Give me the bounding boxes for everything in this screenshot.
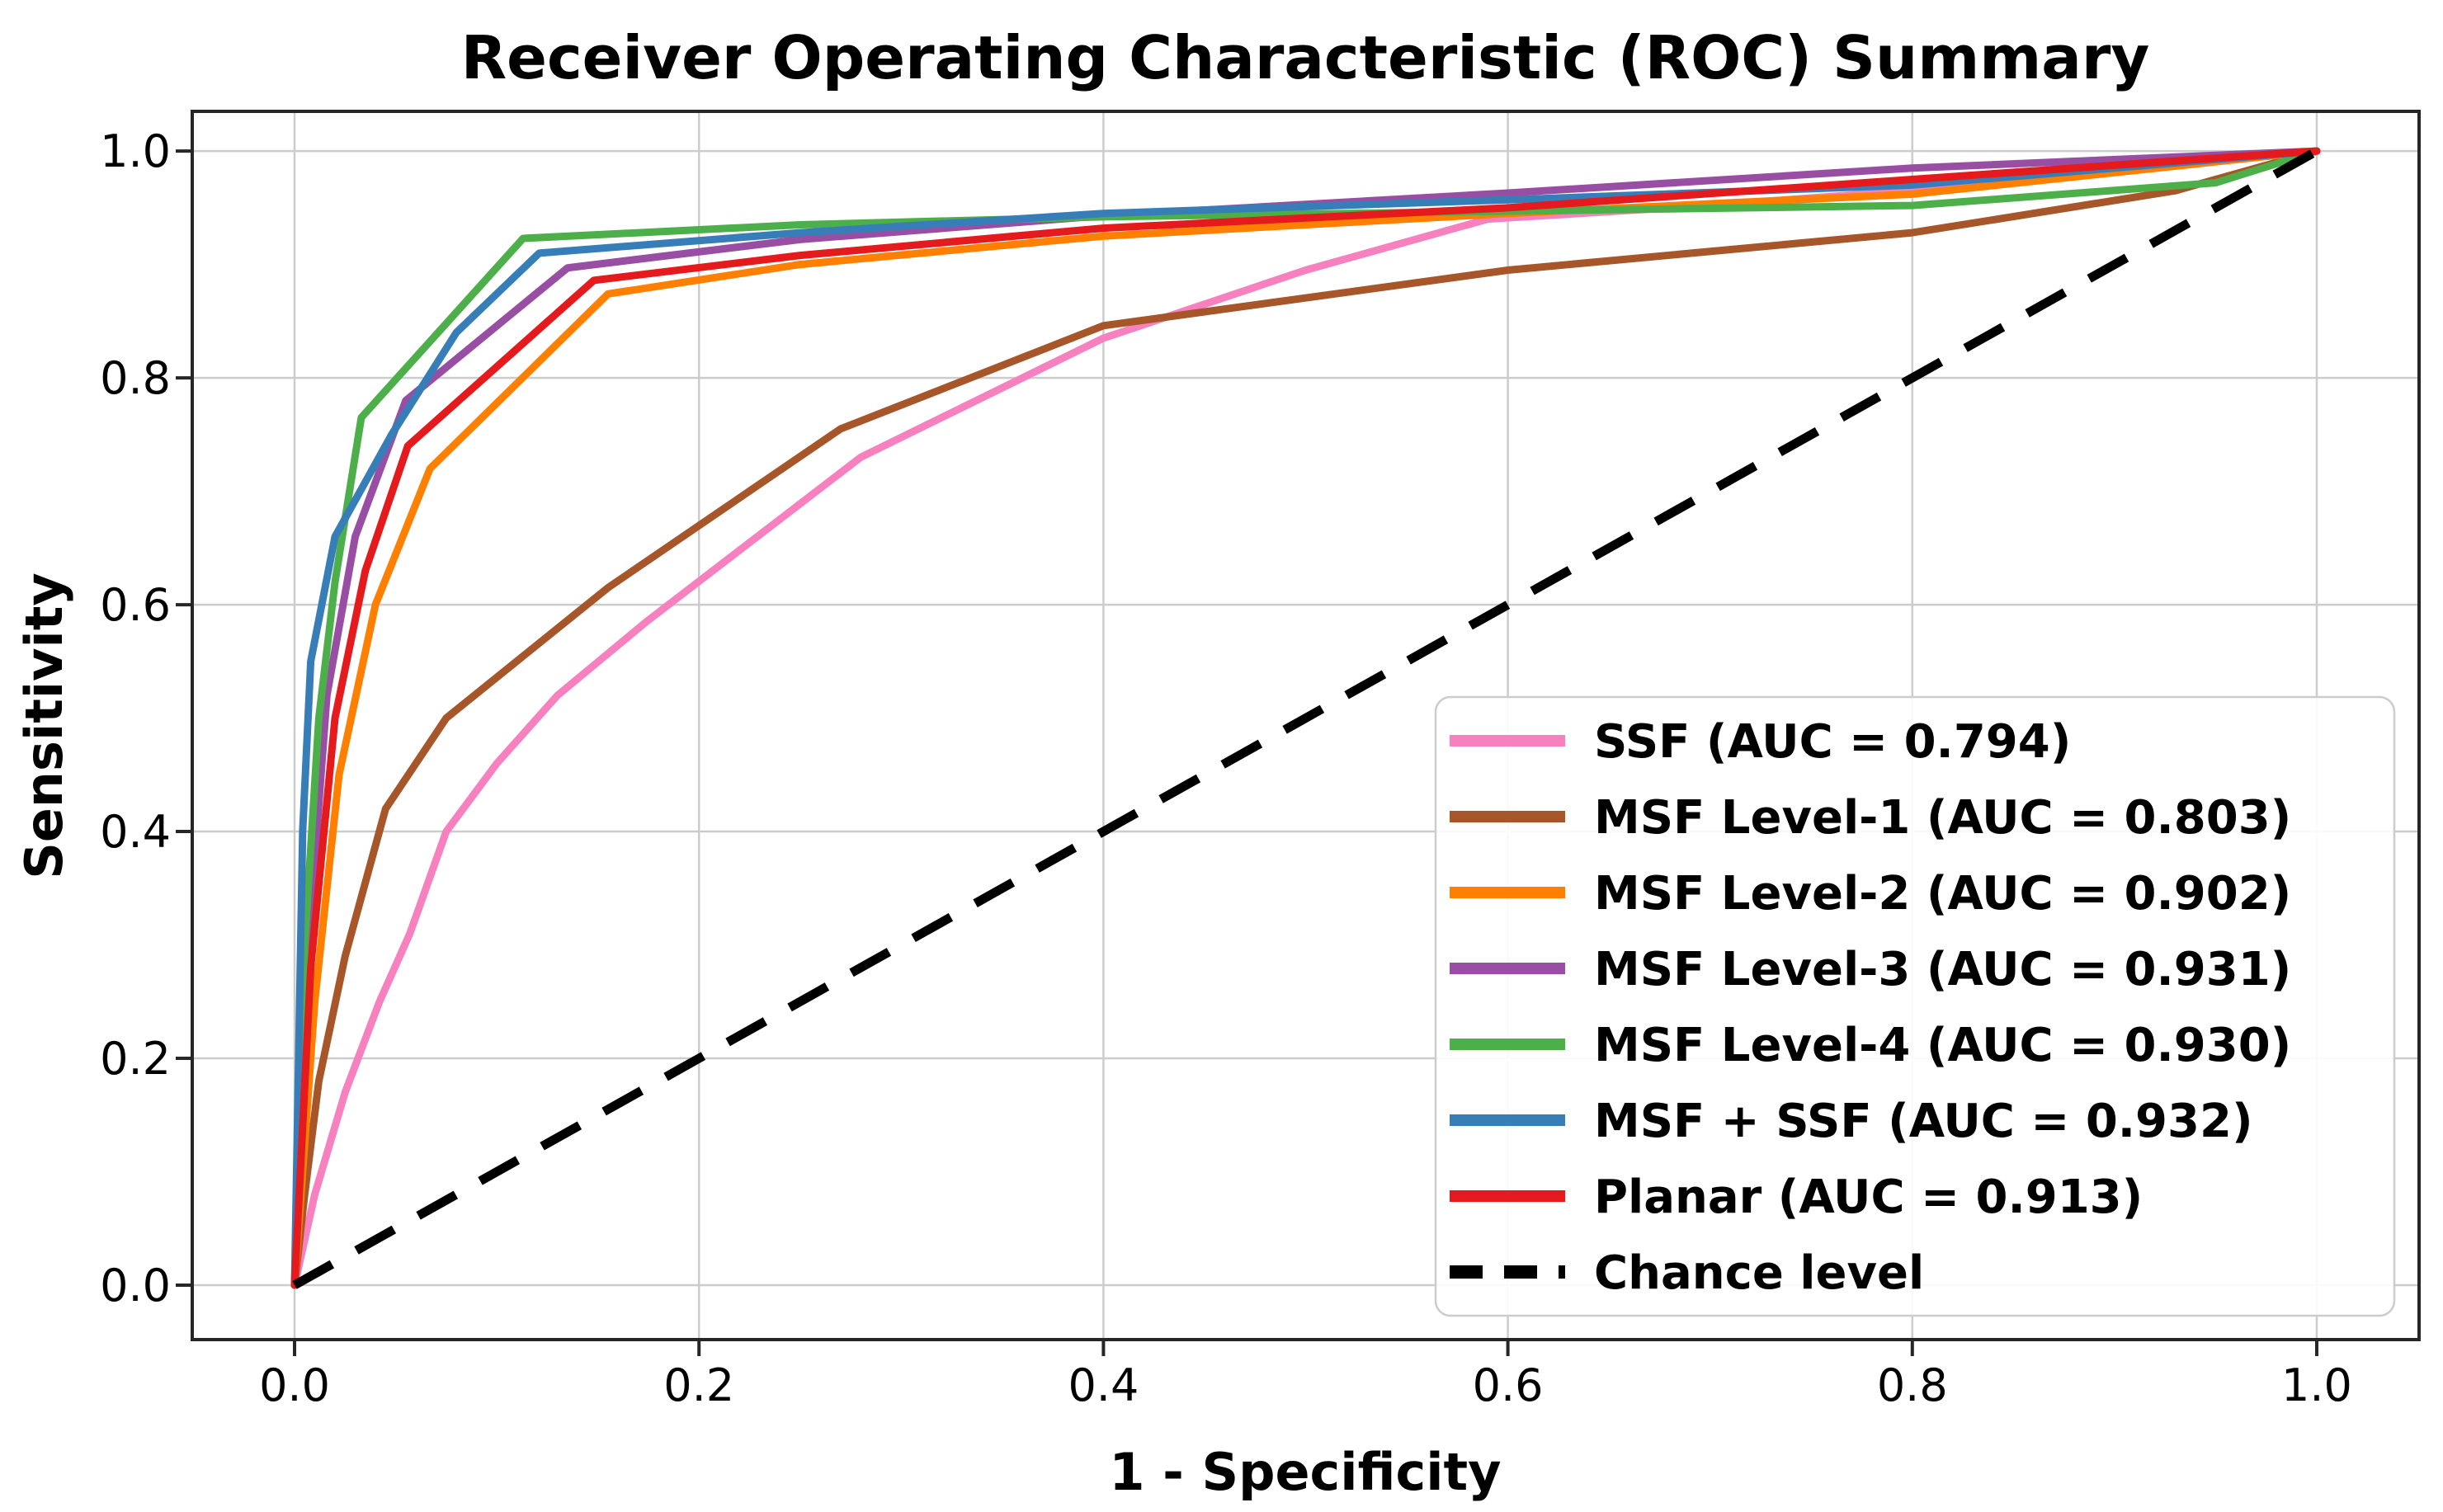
legend-item-msf2: MSF Level-2 (AUC = 0.902) [1450,867,2291,921]
x-tick-label: 0.6 [1473,1359,1544,1411]
roc-curve-msf3 [290,147,2321,1289]
roc-curve-msf1 [290,147,2321,1289]
legend-item-msf3: MSF Level-3 (AUC = 0.931) [1450,943,2291,996]
legend-item-msf1: MSF Level-1 (AUC = 0.803) [1450,791,2291,845]
roc-curve-planar [290,147,2321,1289]
x-tick-label: 0.0 [259,1359,330,1411]
roc-curves [290,147,2321,1289]
x-tick-label: 1.0 [2281,1359,2352,1411]
x-axis-label: 1 - Specificity [1109,1442,1501,1502]
x-tick-labels: 0.0 0.2 0.4 0.6 0.8 1.0 [259,1359,2352,1411]
legend-label-ssf: SSF (AUC = 0.794) [1594,715,2071,769]
y-tick-label: 0.0 [100,1260,171,1312]
roc-curve-msf-ssf [290,147,2321,1289]
legend-box [1434,695,2396,1317]
legend-label-msf2: MSF Level-2 (AUC = 0.902) [1594,867,2291,921]
y-tick-labels: 0.0 0.2 0.4 0.6 0.8 1.0 [100,125,171,1312]
legend-item-chance: Chance level [1450,1246,1924,1300]
legend-label-chance: Chance level [1594,1246,1924,1300]
x-tick-label: 0.4 [1068,1359,1139,1411]
legend-label-msf4: MSF Level-4 (AUC = 0.930) [1594,1019,2291,1072]
legend-label-msf3: MSF Level-3 (AUC = 0.931) [1594,943,2291,996]
legend-label-planar: Planar (AUC = 0.913) [1594,1171,2143,1224]
chance-level-line [292,147,2319,1289]
legend-label-msf1: MSF Level-1 (AUC = 0.803) [1594,791,2291,845]
legend-item-msf-ssf: MSF + SSF (AUC = 0.932) [1450,1095,2253,1148]
legend-item-ssf: SSF (AUC = 0.794) [1450,715,2071,769]
legend-item-planar: Planar (AUC = 0.913) [1450,1171,2143,1224]
plot-border [191,110,2421,1341]
legend-item-msf4: MSF Level-4 (AUC = 0.930) [1450,1019,2291,1072]
tick-marks [176,149,2318,1356]
chart-title: Receiver Operating Characteristic (ROC) … [461,23,2150,92]
y-axis-label: Sensitivity [14,572,74,879]
roc-curve-msf4 [290,147,2321,1289]
x-tick-label: 0.2 [663,1359,734,1411]
legend-label-msf-ssf: MSF + SSF (AUC = 0.932) [1594,1095,2253,1148]
y-tick-label: 0.8 [100,352,171,404]
x-tick-label: 0.8 [1877,1359,1948,1411]
y-tick-label: 0.4 [100,806,171,858]
y-tick-label: 0.2 [100,1033,171,1085]
y-tick-label: 0.6 [100,579,171,631]
legend: SSF (AUC = 0.794) MSF Level-1 (AUC = 0.8… [1434,695,2396,1317]
y-tick-label: 1.0 [100,125,171,177]
